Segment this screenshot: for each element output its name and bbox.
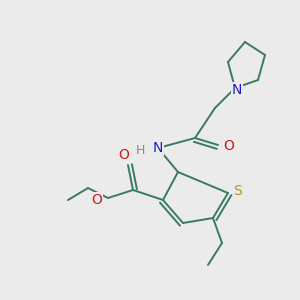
Text: O: O (92, 193, 102, 207)
Text: N: N (232, 83, 242, 97)
Text: H: H (135, 143, 145, 157)
Text: S: S (234, 184, 242, 198)
Text: O: O (118, 148, 129, 162)
Text: O: O (224, 139, 234, 153)
Text: N: N (153, 141, 163, 155)
